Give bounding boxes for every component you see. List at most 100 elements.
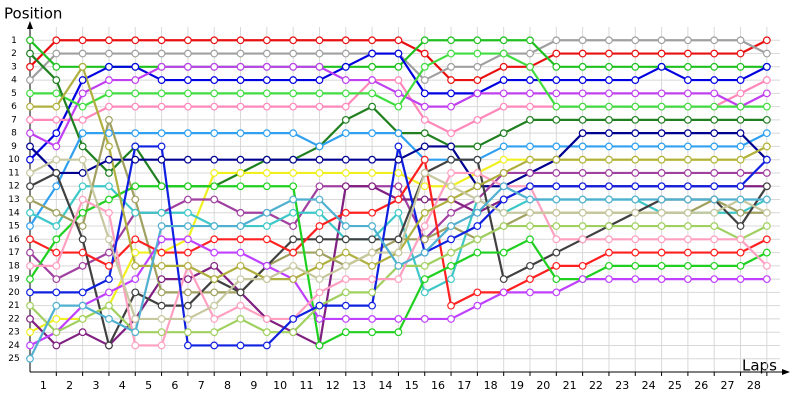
marker bbox=[631, 49, 640, 58]
marker bbox=[526, 261, 534, 270]
marker bbox=[289, 248, 298, 257]
marker bbox=[78, 115, 87, 124]
y-tick-label: 24 bbox=[8, 341, 20, 351]
x-tick-label: 13 bbox=[352, 379, 366, 392]
marker bbox=[526, 36, 534, 45]
marker bbox=[131, 315, 140, 323]
marker bbox=[578, 89, 587, 98]
marker bbox=[368, 36, 377, 45]
marker bbox=[657, 248, 666, 257]
marker bbox=[368, 49, 377, 58]
marker bbox=[315, 155, 324, 164]
marker bbox=[552, 208, 561, 217]
y-tick-label: 25 bbox=[8, 354, 19, 364]
marker bbox=[78, 155, 87, 164]
marker bbox=[157, 248, 166, 257]
marker bbox=[683, 261, 692, 270]
marker bbox=[736, 248, 745, 257]
marker bbox=[499, 169, 508, 177]
marker bbox=[526, 275, 534, 284]
marker bbox=[710, 89, 719, 98]
x-tick-label: 21 bbox=[563, 379, 577, 392]
marker bbox=[473, 182, 482, 191]
marker bbox=[499, 208, 508, 217]
marker bbox=[736, 49, 745, 58]
marker bbox=[210, 288, 219, 297]
marker bbox=[736, 129, 745, 138]
marker bbox=[552, 142, 561, 151]
marker bbox=[447, 248, 455, 257]
marker bbox=[52, 115, 61, 124]
marker bbox=[105, 76, 113, 84]
marker bbox=[315, 248, 324, 257]
marker bbox=[105, 129, 113, 138]
y-tick-label: 4 bbox=[11, 76, 17, 86]
marker bbox=[762, 102, 771, 111]
x-tick-label: 28 bbox=[747, 379, 761, 392]
marker bbox=[157, 76, 166, 84]
marker bbox=[447, 261, 455, 270]
marker bbox=[420, 115, 429, 124]
marker bbox=[447, 208, 455, 217]
marker bbox=[762, 248, 771, 257]
y-tick-label: 17 bbox=[8, 248, 19, 258]
marker bbox=[105, 301, 113, 310]
marker bbox=[420, 102, 429, 111]
marker bbox=[368, 76, 377, 84]
marker bbox=[394, 248, 403, 257]
marker bbox=[578, 169, 587, 177]
marker bbox=[236, 89, 245, 98]
marker bbox=[710, 222, 719, 230]
marker bbox=[710, 169, 719, 177]
marker bbox=[236, 301, 245, 310]
marker bbox=[762, 89, 771, 98]
marker bbox=[368, 328, 377, 337]
marker bbox=[394, 155, 403, 164]
marker bbox=[26, 328, 34, 337]
marker bbox=[236, 288, 245, 297]
marker bbox=[762, 261, 771, 270]
marker bbox=[447, 195, 455, 204]
marker bbox=[526, 89, 534, 98]
x-tick-label: 5 bbox=[145, 379, 152, 392]
marker bbox=[78, 261, 87, 270]
marker bbox=[552, 89, 561, 98]
marker bbox=[368, 288, 377, 297]
marker bbox=[157, 261, 166, 270]
marker bbox=[131, 328, 140, 337]
marker bbox=[631, 248, 640, 257]
marker bbox=[52, 169, 61, 177]
marker bbox=[26, 49, 34, 58]
marker bbox=[578, 261, 587, 270]
marker bbox=[605, 261, 613, 270]
marker bbox=[26, 341, 34, 350]
marker bbox=[605, 155, 613, 164]
marker bbox=[78, 195, 87, 204]
marker bbox=[736, 208, 745, 217]
marker bbox=[210, 89, 219, 98]
x-tick-label: 4 bbox=[119, 379, 126, 392]
marker bbox=[578, 129, 587, 138]
marker bbox=[52, 328, 61, 337]
marker bbox=[710, 275, 719, 284]
y-tick-label: 23 bbox=[8, 328, 19, 338]
marker bbox=[762, 235, 771, 244]
marker bbox=[657, 155, 666, 164]
marker bbox=[578, 76, 587, 84]
marker bbox=[605, 62, 613, 71]
marker bbox=[710, 195, 719, 204]
y-axis-title: Position bbox=[4, 5, 62, 23]
marker bbox=[183, 315, 192, 323]
marker bbox=[105, 315, 113, 323]
marker bbox=[52, 102, 61, 111]
y-tick-label: 8 bbox=[11, 129, 17, 139]
marker bbox=[210, 328, 219, 337]
marker bbox=[473, 248, 482, 257]
marker bbox=[631, 89, 640, 98]
marker bbox=[210, 155, 219, 164]
marker bbox=[157, 288, 166, 297]
x-tick-label: 2 bbox=[66, 379, 73, 392]
marker bbox=[262, 208, 271, 217]
marker bbox=[762, 129, 771, 138]
marker bbox=[683, 76, 692, 84]
